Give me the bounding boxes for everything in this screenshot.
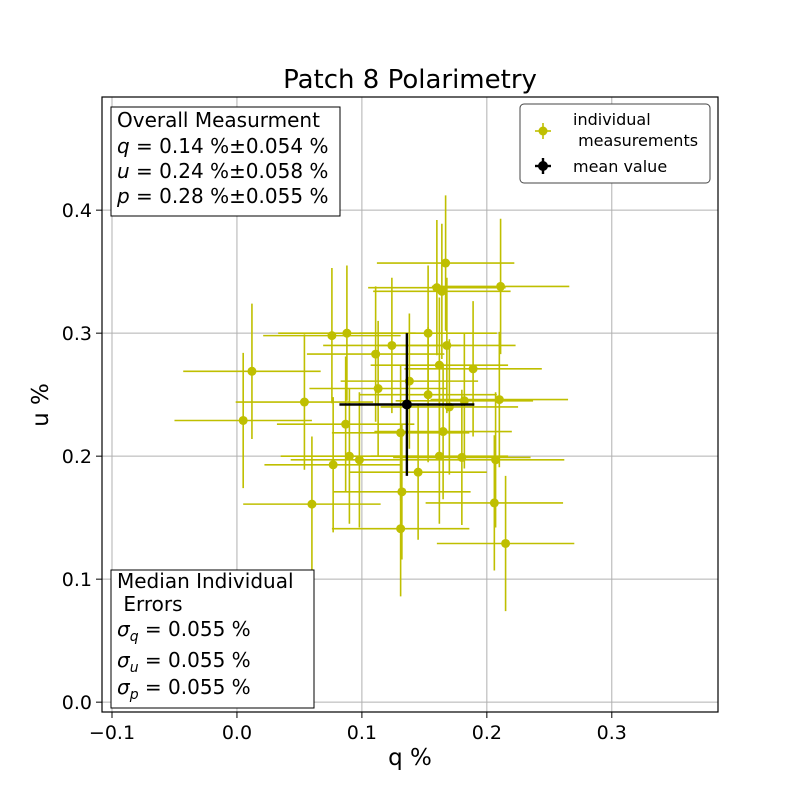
individual-measurements-series — [174, 195, 575, 612]
data-point-16-marker — [494, 395, 504, 405]
mean-value-series — [339, 333, 475, 476]
data-point-31 — [333, 424, 471, 560]
median-sigma-q-line: σq = 0.055 % — [117, 617, 251, 645]
data-point-0-marker — [441, 258, 451, 268]
data-point-25 — [370, 388, 509, 524]
median-sigma-u-line: σu = 0.055 % — [117, 648, 251, 676]
data-point-3 — [373, 223, 511, 359]
legend-label-individual-line1: individual — [573, 110, 651, 129]
data-point-20-marker — [238, 415, 248, 425]
data-point-34 — [331, 461, 470, 597]
data-point-28-marker — [354, 455, 364, 465]
y-tick-label-2: 0.2 — [62, 446, 92, 468]
mean-point-0 — [339, 333, 475, 476]
data-point-35 — [436, 475, 575, 612]
legend-label-mean: mean value — [573, 157, 667, 176]
data-point-14-marker — [373, 384, 383, 394]
data-point-0 — [376, 195, 515, 331]
data-point-35-marker — [501, 538, 511, 548]
legend-marker-mean — [535, 158, 551, 174]
legend: individual measurements mean value — [519, 103, 711, 184]
y-tick-label-4: 0.4 — [62, 200, 92, 222]
x-tick-label-0: −0.1 — [89, 722, 135, 744]
median-sigma-p-line: σp = 0.055 % — [117, 675, 251, 703]
legend-marker-mean-dot — [538, 161, 548, 171]
data-point-15 — [359, 327, 497, 463]
data-point-14 — [309, 320, 447, 457]
legend-marker-individual — [535, 123, 551, 139]
data-point-12 — [183, 303, 321, 439]
axis-ticks: −0.1 0.0 0.1 0.2 0.3 0.0 0.1 0.2 0.3 0.4 — [62, 200, 627, 744]
data-point-3-marker — [437, 286, 447, 296]
overall-box-frame — [110, 106, 341, 217]
data-point-34-marker — [396, 524, 406, 534]
data-point-15-marker — [423, 390, 433, 400]
y-tick-label-3: 0.3 — [62, 323, 92, 345]
data-point-1 — [431, 218, 570, 355]
data-point-33 — [243, 436, 381, 572]
y-axis-label: u % — [28, 383, 54, 427]
data-point-18-marker — [299, 397, 309, 407]
data-point-28 — [290, 392, 429, 528]
median-box-frame — [110, 569, 315, 709]
plot-frame — [101, 96, 719, 713]
legend-marker-individual-dot — [538, 126, 548, 136]
overall-measurement-box: Overall Measurment q = 0.14 %±0.054 % u … — [110, 106, 341, 217]
data-point-23-marker — [396, 428, 406, 438]
data-point-29 — [264, 397, 402, 533]
y-tick-label-0: 0.0 — [62, 692, 92, 714]
data-point-20 — [174, 352, 312, 489]
legend-label-individual-line2: measurements — [573, 131, 698, 150]
data-point-6-marker — [327, 331, 337, 341]
data-point-25-marker — [434, 451, 444, 461]
data-point-1-marker — [496, 281, 506, 291]
data-point-21 — [276, 356, 415, 492]
median-errors-box: Median Individual Errors σq = 0.055 % σu… — [110, 569, 315, 709]
data-point-11-marker — [468, 364, 478, 374]
chart-title: Patch 8 Polarimetry — [283, 65, 537, 95]
x-tick-label-2: 0.1 — [347, 722, 377, 744]
data-point-32-marker — [489, 498, 499, 508]
data-point-30 — [349, 404, 487, 540]
data-point-12-marker — [247, 366, 257, 376]
data-point-11 — [404, 301, 542, 437]
x-tick-label-3: 0.2 — [472, 722, 502, 744]
median-box-heading-line1: Median Individual — [117, 569, 294, 593]
x-axis-label: q % — [388, 745, 432, 771]
data-point-31-marker — [397, 487, 407, 497]
x-tick-label-4: 0.3 — [597, 722, 627, 744]
x-tick-label-1: 0.0 — [222, 722, 252, 744]
data-point-22-marker — [438, 427, 448, 437]
overall-u-line: u = 0.24 %±0.058 % — [117, 159, 328, 183]
data-point-21-marker — [341, 419, 351, 429]
y-tick-label-1: 0.1 — [62, 569, 92, 591]
data-point-24-marker — [344, 451, 354, 461]
data-point-16 — [430, 331, 569, 468]
data-point-29-marker — [328, 460, 338, 470]
data-point-10-marker — [434, 360, 444, 370]
data-point-30-marker — [413, 467, 423, 477]
data-point-18 — [235, 334, 374, 470]
overall-q-line: q = 0.14 %±0.054 % — [117, 134, 328, 158]
legend-frame — [519, 103, 711, 184]
data-point-32 — [425, 435, 564, 571]
overall-box-heading: Overall Measurment — [117, 108, 320, 132]
median-box-heading-line2: Errors — [117, 592, 183, 616]
overall-p-line: p = 0.28 %±0.055 % — [116, 184, 328, 208]
data-point-33-marker — [307, 499, 317, 509]
data-point-27-marker — [491, 455, 501, 465]
mean-point-0-marker — [401, 399, 412, 410]
